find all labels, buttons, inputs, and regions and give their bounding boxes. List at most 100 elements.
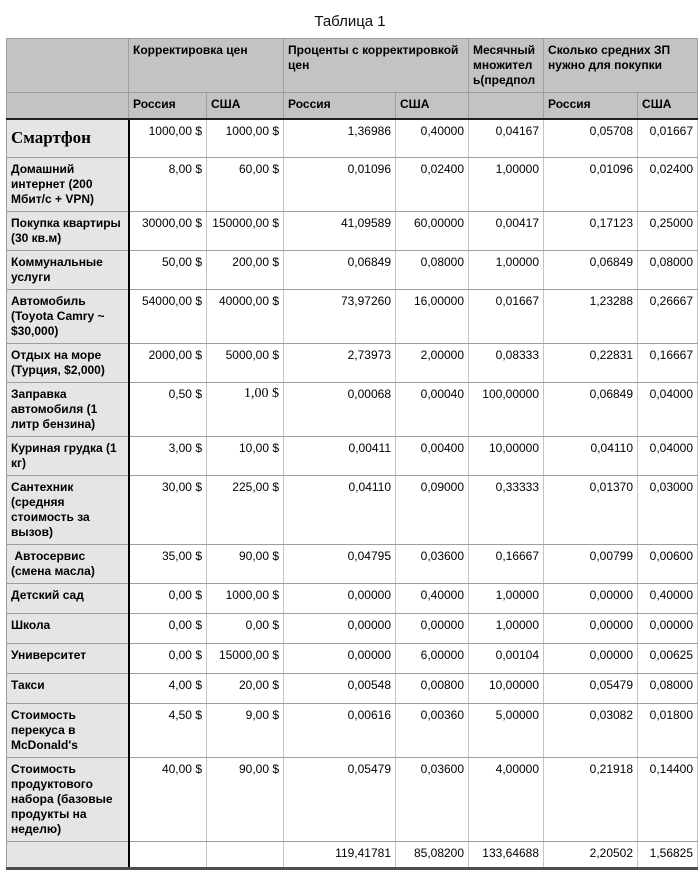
value-cell: 0,03600 — [395, 756, 470, 842]
table-row: Покупка квартиры (30 кв.м) 30000,00 $1500… — [6, 210, 699, 251]
value-cell: 0,06849 — [543, 249, 639, 290]
value-cell: 0,00000 — [543, 612, 639, 644]
value-cell: 200,00 $ — [205, 249, 285, 290]
value-cell: 90,00 $ — [205, 543, 285, 584]
table-body: Смартфон 1000,00 $1000,00 $1,36986 0,40000… — [6, 118, 699, 870]
value-cell: 0,05479 — [283, 756, 397, 842]
sub-header-cell — [468, 92, 545, 120]
value-cell: 0,16667 — [637, 342, 699, 383]
value-cell: 60,00000 — [395, 210, 470, 251]
group-header-cell: Сколько средних ЗП нужно для покупки — [543, 38, 699, 93]
value-cell: 0,14400 — [637, 756, 699, 842]
value-cell: 10,00000 — [468, 672, 545, 704]
value-cell: 0,40000 — [395, 582, 470, 614]
value-cell: 0,01096 — [283, 156, 397, 212]
value-cell: 2,00000 — [395, 342, 470, 383]
table-row: Смартфон 1000,00 $1000,00 $1,36986 0,40000… — [6, 118, 699, 158]
value-cell: 0,00 $ — [128, 642, 207, 674]
row-label-cell: Университет — [6, 642, 130, 674]
value-cell: 0,08000 — [395, 249, 470, 290]
value-cell: 0,01667 — [468, 288, 545, 344]
sub-header-cell: США — [637, 92, 699, 120]
value-cell: 1,00000 — [468, 582, 545, 614]
value-cell: 1,36986 — [283, 118, 397, 158]
value-cell: 150000,00 $ — [205, 210, 285, 251]
row-label-cell: Смартфон — [6, 118, 130, 158]
total-value-cell — [205, 840, 285, 870]
value-cell: 0,04110 — [283, 474, 397, 545]
table-row: Сантехник (средняя стоимость за вызов) 30… — [6, 474, 699, 545]
value-cell: 1000,00 $ — [205, 118, 285, 158]
group-header-cell — [6, 38, 129, 93]
sub-header-cell: США — [205, 92, 285, 120]
table-row: Школа 0,00 $0,00 $0,00000 0,00000 1,00000 0,… — [6, 612, 699, 644]
total-value-cell: 119,41781 — [283, 840, 397, 870]
value-cell: 0,00000 — [283, 642, 397, 674]
table-row: Автосервис (смена масла) 35,00 $90,00 $0,… — [6, 543, 699, 584]
value-cell: 0,08333 — [468, 342, 545, 383]
value-cell: 1,00000 — [468, 156, 545, 212]
table-row: Домашний интернет (200 Мбит/с + VPN) 8,00… — [6, 156, 699, 212]
value-cell: 1,23288 — [543, 288, 639, 344]
value-cell: 0,05479 — [543, 672, 639, 704]
value-cell: 0,40000 — [395, 118, 470, 158]
value-cell: 0,00 $ — [128, 582, 207, 614]
value-cell: 0,04167 — [468, 118, 545, 158]
group-header-cell: Проценты с корректировкой цен — [283, 38, 470, 93]
value-cell: 0,04000 — [637, 435, 699, 476]
value-cell: 0,33333 — [468, 474, 545, 545]
table-row: Заправка автомобиля (1 литр бензина) 0,50… — [6, 381, 699, 437]
value-cell: 54000,00 $ — [128, 288, 207, 344]
value-cell: 15000,00 $ — [205, 642, 285, 674]
sub-header-cell — [6, 92, 129, 120]
row-label-cell: Стоимость продуктового набора (базовые п… — [6, 756, 130, 842]
value-cell: 0,16667 — [468, 543, 545, 584]
value-cell: 41,09589 — [283, 210, 397, 251]
table-row: Стоимость перекуса в McDonald's 4,50 $9,0… — [6, 702, 699, 758]
value-cell: 0,00 $ — [205, 612, 285, 644]
row-label-cell: Автосервис (смена масла) — [6, 543, 130, 584]
value-cell: 0,00799 — [543, 543, 639, 584]
value-cell: 0,00000 — [637, 612, 699, 644]
value-cell: 16,00000 — [395, 288, 470, 344]
value-cell: 4,00000 — [468, 756, 545, 842]
value-cell: 50,00 $ — [128, 249, 207, 290]
value-cell: 0,03600 — [395, 543, 470, 584]
value-cell: 0,06849 — [543, 381, 639, 437]
table-title: Таблица 1 — [314, 13, 386, 30]
value-cell: 30,00 $ — [128, 474, 207, 545]
total-value-cell: 133,64688 — [468, 840, 545, 870]
value-cell: 0,00000 — [543, 582, 639, 614]
value-cell: 0,00548 — [283, 672, 397, 704]
row-label-cell: Отдых на море (Турция, $2,000) — [6, 342, 130, 383]
value-cell: 0,00 $ — [128, 612, 207, 644]
value-cell: 0,40000 — [637, 582, 699, 614]
value-cell: 6,00000 — [395, 642, 470, 674]
value-cell: 8,00 $ — [128, 156, 207, 212]
total-value-cell: 85,08200 — [395, 840, 470, 870]
group-header-row: Корректировка цен Проценты с корректировк… — [6, 38, 699, 93]
value-cell: 60,00 $ — [205, 156, 285, 212]
table-row: Такси 4,00 $20,00 $0,00548 0,00800 10,00000… — [6, 672, 699, 704]
value-cell: 225,00 $ — [205, 474, 285, 545]
table-header: Корректировка цен Проценты с корректировк… — [6, 38, 699, 120]
table-row: Автомобиль (Toyota Camry ~ $30,000) 54000… — [6, 288, 699, 344]
row-label-cell: Такси — [6, 672, 130, 704]
value-cell: 0,04795 — [283, 543, 397, 584]
value-cell: 0,04000 — [637, 381, 699, 437]
row-label-cell: Заправка автомобиля (1 литр бензина) — [6, 381, 130, 437]
value-cell: 100,00000 — [468, 381, 545, 437]
table-row: Отдых на море (Турция, $2,000) 2000,00 $5… — [6, 342, 699, 383]
value-cell: 0,17123 — [543, 210, 639, 251]
value-cell: 0,00616 — [283, 702, 397, 758]
value-cell: 0,21918 — [543, 756, 639, 842]
price-comparison-table: Корректировка цен Проценты с корректировк… — [6, 38, 699, 870]
table-row: Детский сад 0,00 $1000,00 $0,00000 0,40000… — [6, 582, 699, 614]
value-cell: 0,50 $ — [128, 381, 207, 437]
total-row: 119,41781 85,08200 133,64688 2,20502 1,56825 — [6, 840, 699, 870]
value-cell: 0,00625 — [637, 642, 699, 674]
value-cell: 0,08000 — [637, 249, 699, 290]
value-cell: 0,00104 — [468, 642, 545, 674]
value-cell: 0,00000 — [395, 612, 470, 644]
value-cell: 73,97260 — [283, 288, 397, 344]
